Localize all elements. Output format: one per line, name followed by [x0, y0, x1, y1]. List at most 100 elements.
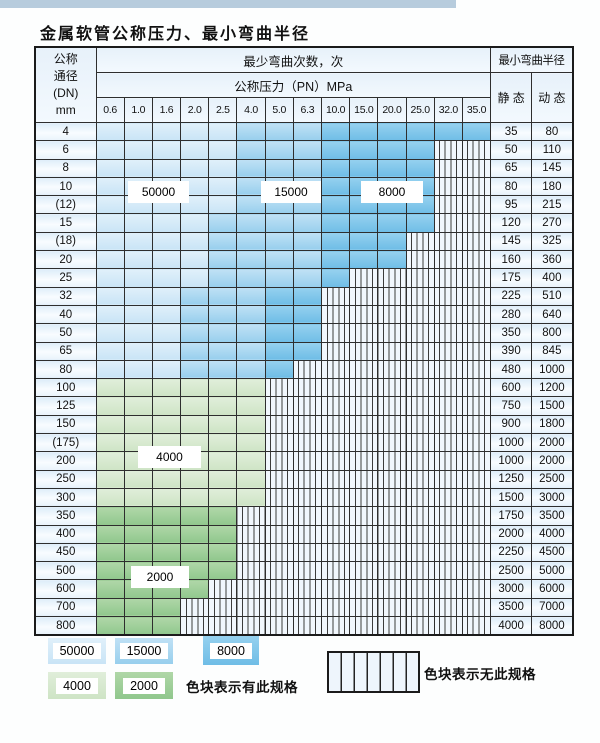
grid-cell — [349, 396, 379, 416]
grid-cell — [377, 414, 407, 435]
grid-cell — [461, 524, 492, 544]
grid-cell — [433, 304, 463, 325]
grid-cell — [123, 231, 153, 252]
grid-cell — [180, 286, 210, 306]
grid-cell — [264, 158, 294, 178]
grid-cell — [405, 396, 435, 416]
grid-cell — [405, 542, 435, 563]
grid-cell — [433, 561, 463, 581]
grid-cell — [433, 487, 463, 508]
grid-cell — [264, 597, 294, 618]
grid-cell — [123, 158, 153, 178]
static-radius-cell: 2250 — [490, 542, 533, 563]
grid-cell — [405, 268, 435, 288]
grid-label-8000: 8000 — [362, 182, 422, 202]
grid-cell — [236, 487, 266, 508]
grid-cell — [377, 341, 407, 361]
grid-cell — [461, 561, 492, 581]
grid-cell — [433, 213, 463, 233]
grid-cell — [208, 121, 238, 142]
grid-cell — [236, 140, 266, 160]
dn-cell: (12) — [34, 195, 97, 215]
static-radius-cell: 80 — [490, 176, 533, 197]
grid-cell — [461, 359, 492, 380]
grid-cell — [180, 121, 210, 142]
grid-cell — [180, 597, 210, 618]
page-top-strip — [0, 0, 456, 8]
legend-has-spec-note: 色块表示有此规格 — [186, 680, 298, 695]
grid-cell — [292, 451, 323, 471]
grid-cell — [377, 396, 407, 416]
grid-cell — [236, 121, 266, 142]
grid-cell — [377, 616, 407, 636]
grid-cell — [461, 176, 492, 197]
table-row: 700 3500 7000 — [34, 597, 574, 618]
grid-cell — [208, 304, 238, 325]
grid-cell — [349, 579, 379, 599]
grid-cell — [236, 359, 266, 380]
grid-cell — [95, 506, 125, 526]
grid-cell — [236, 323, 266, 343]
grid-cell — [377, 213, 407, 233]
grid-cell — [433, 542, 463, 563]
table-row: 250 1250 2500 — [34, 469, 574, 489]
legend-swatch-2000-label: 2000 — [123, 677, 165, 694]
grid-cell — [461, 616, 492, 636]
grid-cell — [320, 396, 351, 416]
grid-cell — [208, 140, 238, 160]
grid-cell — [151, 250, 182, 270]
table-row: 25 175 400 — [34, 268, 574, 288]
grid-cell — [433, 323, 463, 343]
grid-cell — [151, 121, 182, 142]
grid-cell — [320, 451, 351, 471]
static-radius-cell: 145 — [490, 231, 533, 252]
grid-cell — [349, 323, 379, 343]
grid-cell — [123, 506, 153, 526]
grid-cell — [151, 396, 182, 416]
grid-cell — [320, 469, 351, 489]
dynamic-radius-cell: 400 — [531, 268, 574, 288]
grid-cell — [433, 250, 463, 270]
table-row: 600 3000 6000 — [34, 579, 574, 599]
dynamic-radius-cell: 1000 — [531, 359, 574, 380]
grid-cell — [236, 469, 266, 489]
grid-cell — [95, 616, 125, 636]
grid-cell — [264, 616, 294, 636]
grid-cell — [377, 561, 407, 581]
grid-cell — [320, 213, 351, 233]
grid-cell — [180, 250, 210, 270]
static-radius-cell: 160 — [490, 250, 533, 270]
table-row: 200 1000 2000 — [34, 451, 574, 471]
grid-cell — [461, 231, 492, 252]
grid-cell — [264, 396, 294, 416]
grid-cell — [461, 506, 492, 526]
grid-cell — [320, 268, 351, 288]
grid-cell — [264, 561, 294, 581]
grid-cell — [151, 341, 182, 361]
table-row: (18) 145 325 — [34, 231, 574, 252]
dn-cell: 25 — [34, 268, 97, 288]
grid-cell — [461, 341, 492, 361]
grid-cell — [180, 414, 210, 435]
grid-cell — [292, 121, 323, 142]
grid-cell — [405, 250, 435, 270]
grid-cell — [95, 158, 125, 178]
grid-cell — [349, 250, 379, 270]
grid-cell — [320, 378, 351, 398]
grid-cell — [264, 433, 294, 453]
grid-cell — [377, 231, 407, 252]
dn-cell: 125 — [34, 396, 97, 416]
dn-cell: 450 — [34, 542, 97, 563]
dn-cell: (175) — [34, 433, 97, 453]
grid-cell — [264, 469, 294, 489]
grid-cell — [180, 542, 210, 563]
grid-cell — [151, 304, 182, 325]
grid-cell — [151, 506, 182, 526]
grid-cell — [95, 268, 125, 288]
grid-cell — [377, 323, 407, 343]
grid-cell — [377, 158, 407, 178]
dynamic-radius-cell: 6000 — [531, 579, 574, 599]
dn-cell: 200 — [34, 451, 97, 471]
grid-cell — [95, 195, 125, 215]
grid-cell — [264, 250, 294, 270]
